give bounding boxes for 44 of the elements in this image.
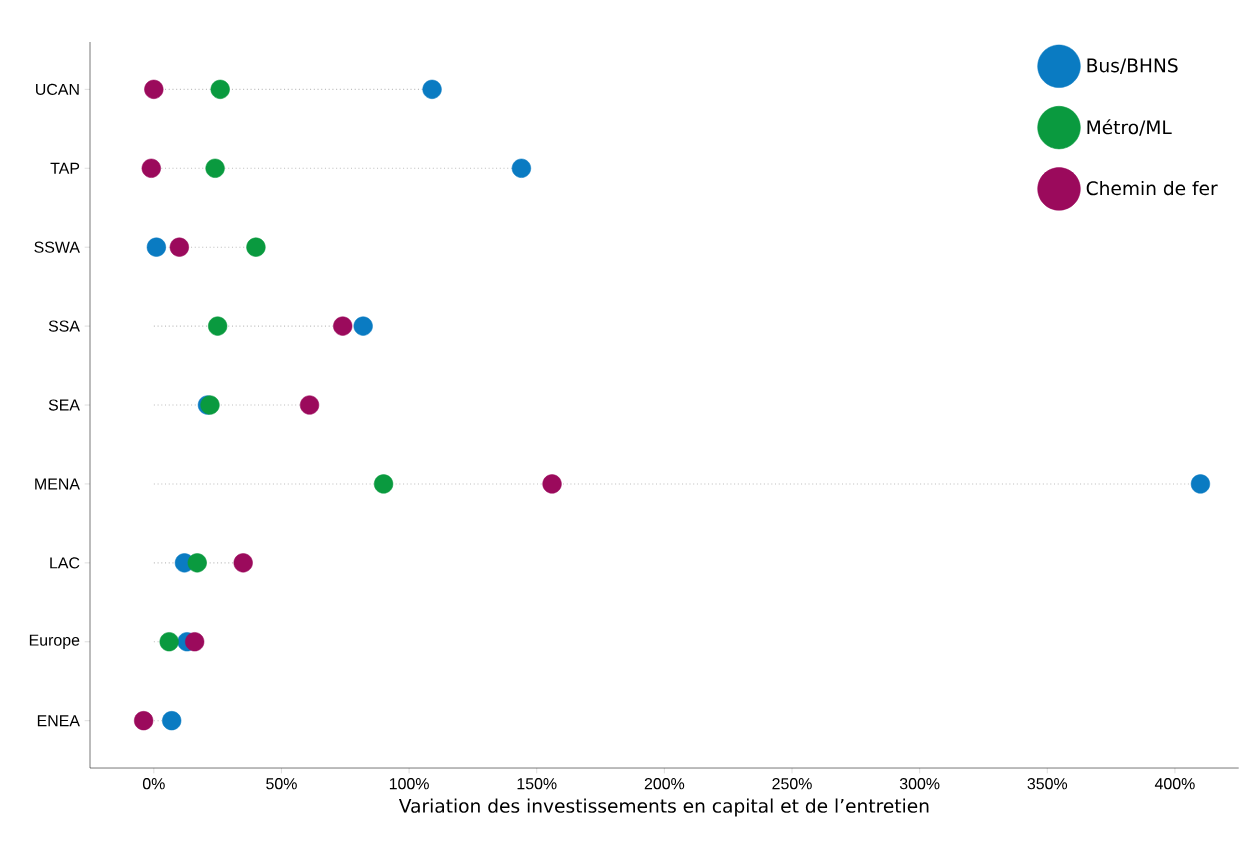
y-tick-label: SSWA [34,241,80,253]
x-tick-label: 150% [517,778,557,790]
point [187,553,207,573]
x-tick-label: 50% [266,778,297,790]
point [162,711,182,731]
x-tick-label: 300% [899,778,940,790]
y-tick-label: LAC [50,557,80,569]
y-tick-label: ENEA [37,715,80,727]
point [246,237,266,257]
x-tick-label: 200% [644,778,685,790]
point [422,79,442,99]
y-tick-label: TAP [50,162,80,174]
x-axis-title: Variation des investissements en capital et de l’entretien [398,798,929,817]
legend-label: Métro/ML [1087,119,1172,136]
point [333,316,353,336]
y-tick-label: UCAN [36,83,79,95]
point [144,79,164,99]
point [205,158,225,178]
point [141,158,161,178]
point [542,474,562,494]
point [353,316,373,336]
x-tick-label: 400% [1154,778,1195,790]
point [210,79,230,99]
point [159,632,179,652]
point [185,632,205,652]
point [373,474,394,494]
point [299,395,320,415]
y-tick-label: MENA [35,478,80,490]
y-tick-label: SEA [48,399,80,411]
legend-label: Bus/BHNS [1087,58,1178,74]
point [134,711,154,731]
x-tick-label: 250% [772,778,812,790]
y-tick-label: SSA [48,320,80,332]
point [511,158,532,178]
x-tick-label: 100% [389,778,429,790]
point [208,316,228,336]
y-tick-label: Europe [29,634,80,649]
point [169,237,189,257]
legend-label: Chemin de fer [1086,180,1218,196]
x-tick-label: 0% [142,778,165,790]
point [146,237,166,257]
point [1190,474,1211,494]
x-tick-label: 350% [1027,778,1068,790]
point [233,553,253,573]
